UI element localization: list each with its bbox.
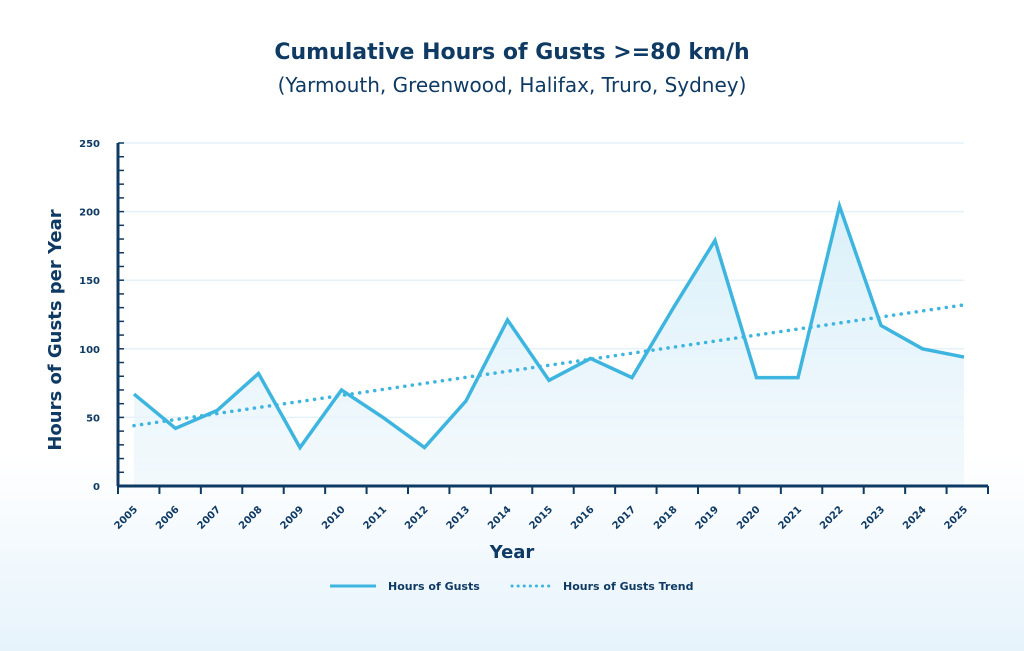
area-fill <box>134 206 964 486</box>
x-tick-label: 2025 <box>943 504 970 531</box>
x-axis-label: Year <box>489 542 535 563</box>
series-line-trend <box>132 303 966 428</box>
x-tick-label: 2007 <box>196 504 223 531</box>
x-tick-label: 2024 <box>901 504 928 531</box>
x-tick-label: 2014 <box>486 504 513 531</box>
y-tick-label: 150 <box>79 276 100 287</box>
x-tick-label: 2018 <box>652 504 679 531</box>
y-tick-label: 50 <box>86 413 100 424</box>
x-tick-label: 2015 <box>528 504 555 531</box>
x-tick-label: 2012 <box>403 504 430 531</box>
y-tick-label: 100 <box>79 345 100 356</box>
x-tick-label: 2016 <box>569 504 596 531</box>
x-tick-label: 2017 <box>611 504 638 531</box>
chart-title: Cumulative Hours of Gusts >=80 km/h <box>274 40 750 65</box>
x-tick-label: 2009 <box>279 504 306 531</box>
x-tick-label: 2020 <box>735 504 762 531</box>
x-tick-label: 2010 <box>320 504 347 531</box>
y-tick-label: 250 <box>79 139 100 150</box>
legend: Hours of Gusts Hours of Gusts Trend <box>330 580 694 593</box>
x-tick-label: 2005 <box>113 504 140 531</box>
x-tick-label: 2021 <box>777 504 804 531</box>
chart-subtitle: (Yarmouth, Greenwood, Halifax, Truro, Sy… <box>277 73 747 97</box>
x-tick-label: 2011 <box>362 504 389 531</box>
x-tick-label: 2023 <box>860 504 887 531</box>
x-tick-label: 2019 <box>694 504 721 531</box>
x-tick-label: 2022 <box>818 504 845 531</box>
y-axis-label: Hours of Gusts per Year <box>45 209 66 450</box>
x-tick-label: 2013 <box>445 504 472 531</box>
legend-label-trend: Hours of Gusts Trend <box>563 580 694 593</box>
x-tick-label: 2006 <box>154 504 181 531</box>
y-tick-label: 0 <box>93 482 100 493</box>
x-tick-label: 2008 <box>237 504 264 531</box>
legend-label-hours: Hours of Gusts <box>388 580 480 593</box>
y-tick-label: 200 <box>79 208 100 219</box>
